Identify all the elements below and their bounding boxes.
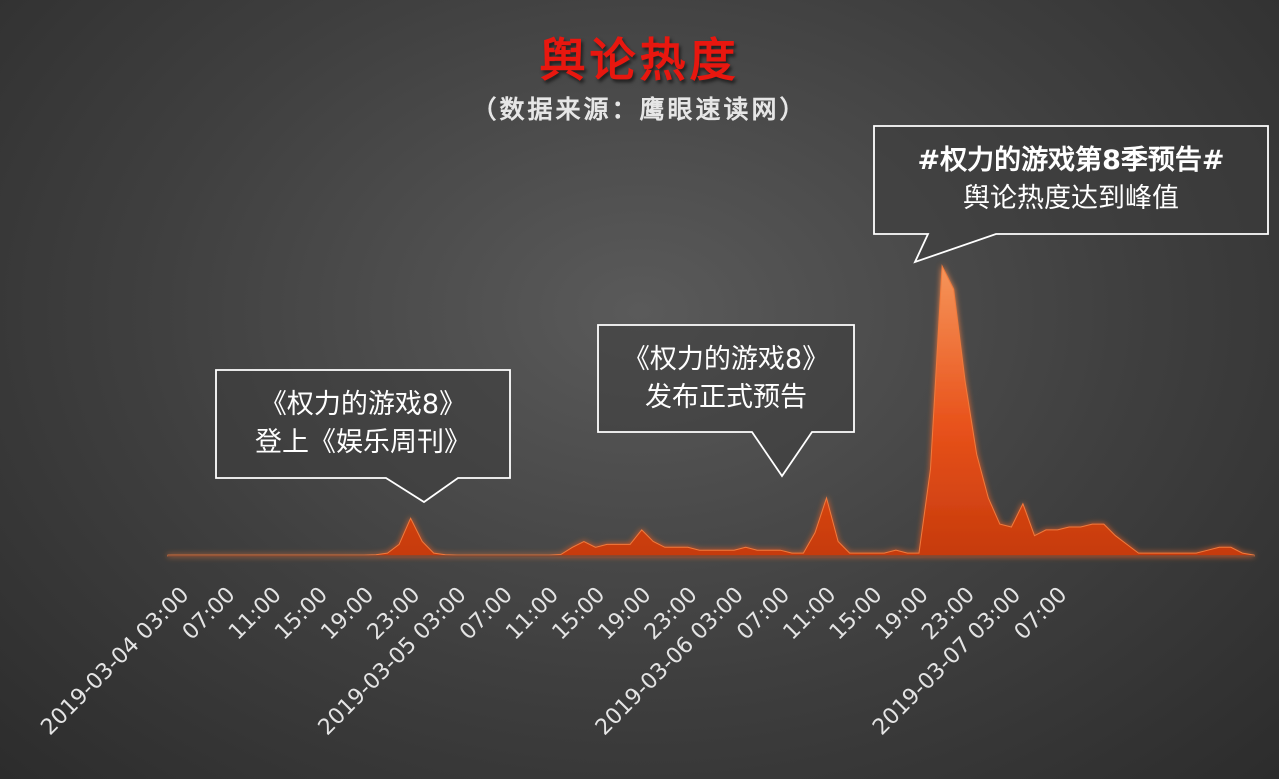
annotation-line: 发布正式预告 <box>645 382 807 413</box>
x-tick-label: 2019-03-04 03:00 <box>36 583 194 741</box>
chart-subtitle: （数据来源：鹰眼速读网） <box>471 95 808 124</box>
annotation-line: 《权力的游戏8》 <box>259 389 467 420</box>
x-tick-label: 07:00 <box>1010 583 1073 646</box>
annotation-text: 《权力的游戏8》 发布正式预告 <box>598 341 854 417</box>
annotation-line: 舆论热度达到峰值 <box>963 183 1179 214</box>
annotation-callout <box>873 125 1269 264</box>
series-area <box>167 264 1255 557</box>
chart-title: 舆论热度 <box>539 33 740 87</box>
annotation-callout <box>597 324 855 478</box>
annotation-text: 《权力的游戏8》 登上《娱乐周刊》 <box>216 386 510 462</box>
annotation-line: 《权力的游戏8》 <box>622 344 830 375</box>
annotation-line: 登上《娱乐周刊》 <box>255 427 471 458</box>
annotation-text: #权力的游戏第8季预告# 舆论热度达到峰值 <box>874 142 1268 218</box>
annotation-callout <box>215 369 511 504</box>
annotation-line: #权力的游戏第8季预告# <box>917 145 1225 176</box>
